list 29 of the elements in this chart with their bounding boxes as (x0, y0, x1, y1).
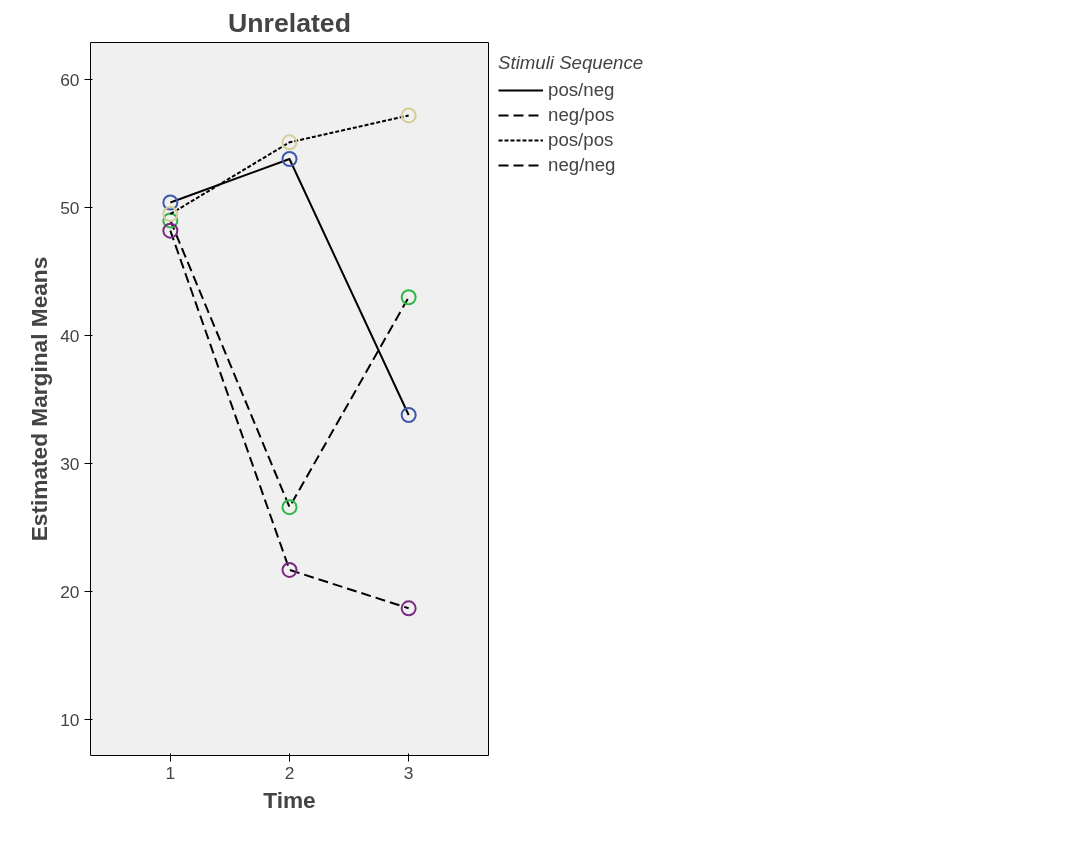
point (281, 499, 298, 516)
point (162, 206, 179, 223)
point (400, 107, 417, 124)
point (162, 222, 179, 239)
y-tick-label: 10 (60, 709, 80, 730)
x-tick-label: 3 (403, 762, 414, 783)
point (162, 212, 179, 229)
y-tick-label: 40 (60, 325, 80, 346)
x-tick-label: 2 (284, 762, 295, 783)
legend-label: neg/pos (548, 104, 615, 126)
legend-label: pos/neg (548, 79, 615, 101)
point (400, 407, 417, 423)
point (400, 289, 417, 306)
legend-title: Stimuli Sequence (498, 52, 644, 74)
point (162, 194, 179, 211)
point (281, 151, 298, 167)
y-tick-label: 30 (60, 453, 80, 474)
chart-title: Unrelated (228, 7, 351, 38)
point (400, 600, 417, 617)
legend-label: pos/pos (548, 129, 614, 151)
x-axis-title: Time (263, 786, 316, 813)
legend-label: neg/neg (548, 154, 616, 176)
x-tick-label: 1 (165, 762, 176, 783)
y-axis-title: Estimated Marginal Means (26, 256, 53, 542)
y-tick-label: 50 (60, 197, 80, 218)
y-tick-label: 20 (60, 581, 80, 602)
y-tick-label: 60 (60, 69, 80, 90)
point (281, 561, 298, 578)
point (281, 134, 298, 151)
